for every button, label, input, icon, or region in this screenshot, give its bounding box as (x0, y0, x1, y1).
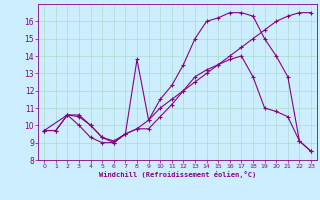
X-axis label: Windchill (Refroidissement éolien,°C): Windchill (Refroidissement éolien,°C) (99, 171, 256, 178)
